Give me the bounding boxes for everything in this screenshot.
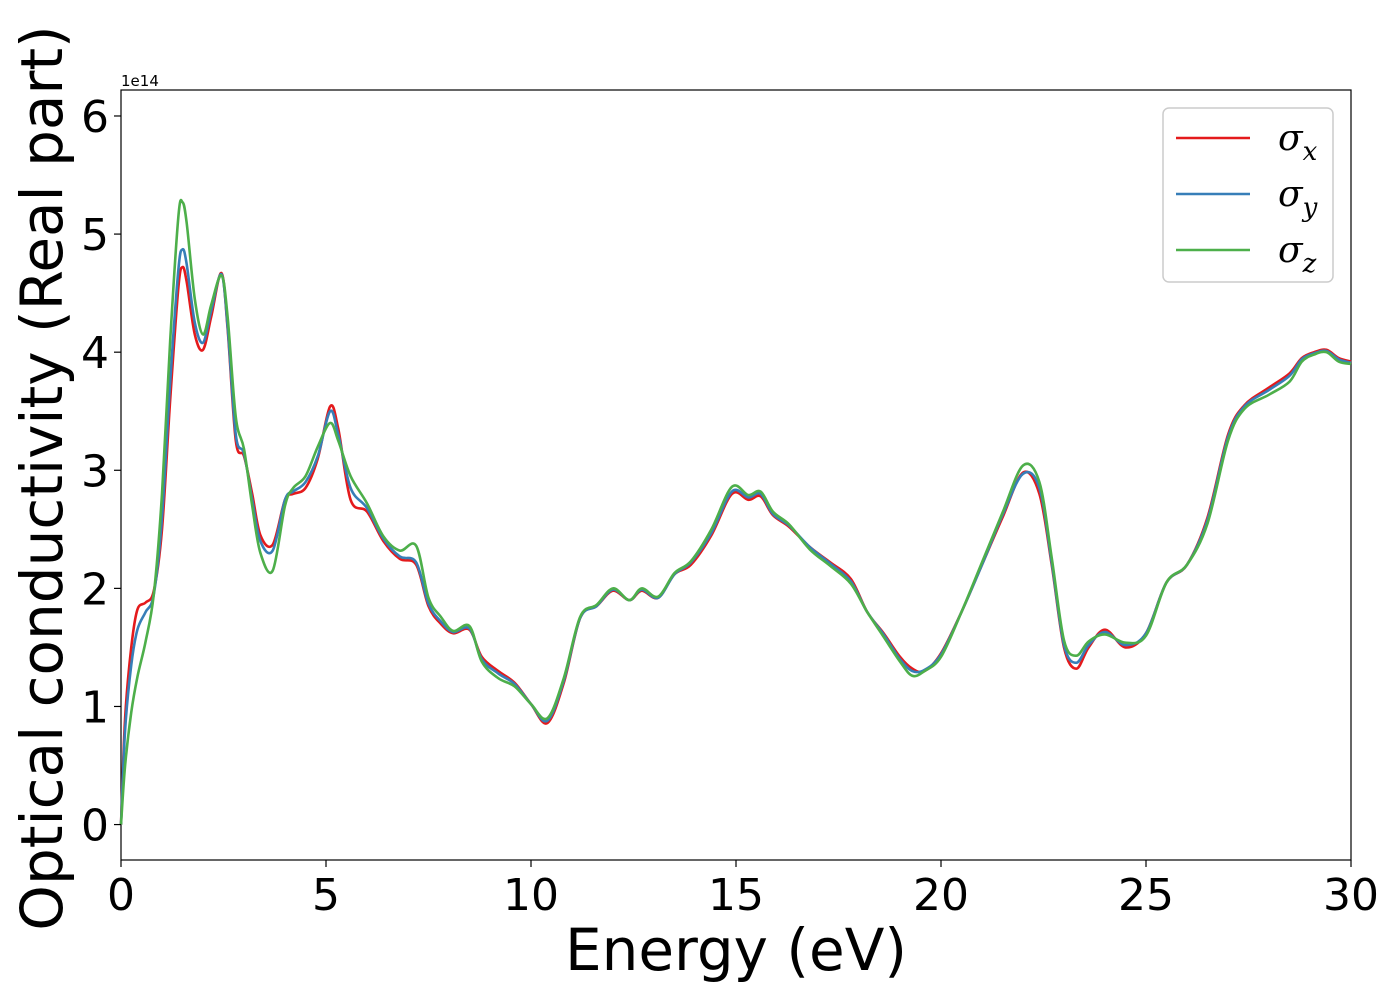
y-axis-offset-label: 1e14 <box>121 72 159 90</box>
plot-area <box>120 89 1352 861</box>
y-tick-label: 0 <box>81 801 109 852</box>
x-tick-label: 0 <box>107 870 135 921</box>
legend: σx σy σz <box>1162 107 1334 283</box>
y-tick-label: 4 <box>81 328 109 379</box>
x-tick-label: 30 <box>1323 870 1379 921</box>
y-tick-label: 6 <box>81 92 109 143</box>
y-axis-ticks: 0 1 2 3 4 5 6 <box>81 92 121 852</box>
x-axis-ticks: 0 5 10 15 20 25 30 <box>107 860 1379 921</box>
y-tick-label: 2 <box>81 564 109 615</box>
y-tick-label: 5 <box>81 210 109 261</box>
series-layer <box>119 198 1352 825</box>
series-line-z <box>119 198 1352 825</box>
legend-label-y: σy <box>1278 174 1318 223</box>
y-tick-label: 1 <box>81 682 109 733</box>
x-tick-label: 15 <box>708 870 764 921</box>
y-tick-label: 3 <box>81 446 109 497</box>
legend-label-z: σz <box>1278 230 1317 279</box>
x-tick-label: 20 <box>913 870 969 921</box>
x-tick-label: 5 <box>312 870 340 921</box>
legend-label-x: σx <box>1278 118 1318 167</box>
x-axis-label: Energy (eV) <box>565 916 907 984</box>
y-axis-label: Optical conductivity (Real part) <box>8 25 76 930</box>
x-tick-label: 10 <box>503 870 559 921</box>
x-tick-label: 25 <box>1118 870 1174 921</box>
